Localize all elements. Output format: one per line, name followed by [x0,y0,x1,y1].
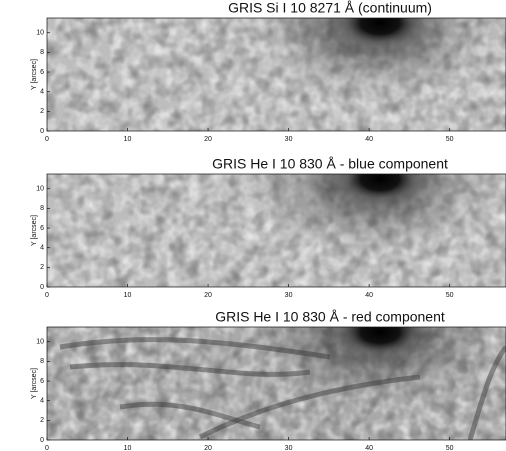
x-tick-label: 0 [45,136,49,143]
y-axis-label: Y [arcsec] [31,59,38,90]
x-tick-label: 30 [285,292,293,299]
y-tick-label: 10 [36,339,44,346]
x-tick-label: 50 [446,136,454,143]
y-tick-label: 0 [40,437,44,444]
x-tick-label: 50 [446,292,454,299]
y-tick-label: 0 [40,284,44,291]
y-tick-label: 8 [40,205,44,212]
x-tick-label: 30 [285,445,293,451]
y-tick-label: 6 [40,225,44,232]
y-tick-label: 4 [40,245,44,252]
y-tick-label: 0 [40,128,44,135]
y-tick-label: 2 [40,417,44,424]
x-tick-label: 10 [124,445,132,451]
y-tick-label: 2 [40,264,44,271]
x-tick-label: 40 [365,292,373,299]
x-tick-label: 10 [124,292,132,299]
panel-title: GRIS He I 10 830 Å - blue component [212,156,448,172]
y-tick-label: 6 [40,69,44,76]
x-tick-label: 0 [45,445,49,451]
y-tick-label: 6 [40,378,44,385]
figure: GRIS Si I 10 8271 Å (continuum)010203040… [0,0,506,451]
x-tick-label: 10 [124,136,132,143]
x-tick-label: 40 [365,136,373,143]
y-tick-label: 10 [36,30,44,37]
y-axis-label: Y [arcsec] [31,215,38,246]
x-tick-label: 30 [285,136,293,143]
y-tick-label: 8 [40,358,44,365]
solar-image [47,107,506,287]
y-tick-label: 4 [40,89,44,96]
y-tick-label: 2 [40,108,44,115]
x-tick-label: 40 [365,445,373,451]
x-tick-label: 0 [45,292,49,299]
x-tick-label: 20 [204,445,212,451]
y-tick-label: 8 [40,49,44,56]
y-axis-label: Y [arcsec] [31,368,38,399]
solar-image [47,0,506,131]
y-tick-label: 10 [36,186,44,193]
x-tick-label: 20 [204,136,212,143]
y-tick-label: 4 [40,398,44,405]
x-tick-label: 50 [446,445,454,451]
panel-title: GRIS He I 10 830 Å - red component [215,309,445,325]
x-tick-label: 20 [204,292,212,299]
panel-title: GRIS Si I 10 8271 Å (continuum) [228,0,432,16]
